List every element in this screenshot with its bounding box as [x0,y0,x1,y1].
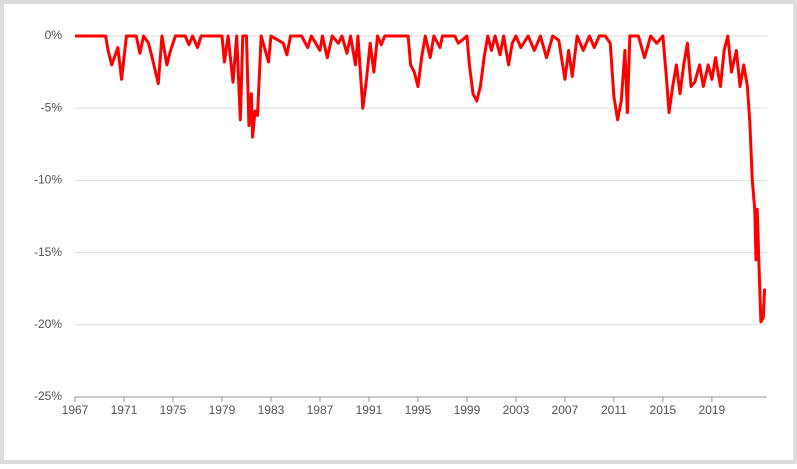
x-tick-label: 1999 [454,403,481,417]
x-tick-label: 1975 [160,403,187,417]
drawdown-line [75,34,767,324]
x-tick-label: 1983 [258,403,285,417]
x-tick-label: 1991 [356,403,383,417]
x-tick-label: 2019 [699,403,726,417]
x-tick-label: 1979 [209,403,236,417]
x-tick-label: 1987 [307,403,334,417]
y-tick-label: 0% [45,28,63,42]
y-tick-label: -10% [34,173,62,187]
y-tick-label: -15% [34,245,62,259]
y-tick-label: -20% [34,317,62,331]
y-tick-label: -25% [34,389,62,403]
x-tick-label: 2003 [503,403,530,417]
y-tick-label: -5% [41,100,63,114]
x-tick-label: 2015 [650,403,677,417]
x-tick-label: 1995 [405,403,432,417]
x-tick-label: 2011 [601,403,627,417]
x-tick-label: 1967 [62,403,89,417]
x-tick-label: 2007 [552,403,579,417]
x-tick-label: 1971 [111,403,138,417]
